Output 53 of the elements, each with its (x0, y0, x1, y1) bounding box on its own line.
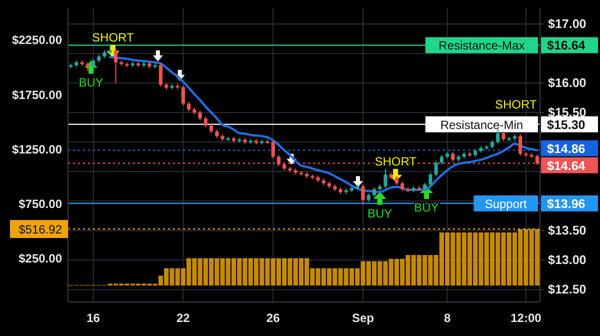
candlestick (394, 175, 399, 186)
candlestick (204, 116, 208, 128)
y-tick-label: $16.00 (548, 76, 586, 90)
candlestick (434, 160, 438, 177)
candlestick (209, 123, 214, 134)
annotation: Resistance-Min (440, 118, 524, 132)
ref-line-label: $516.92 (18, 222, 62, 237)
annotation: BUY (368, 206, 392, 220)
annotation: Support (484, 196, 528, 211)
candlestick (428, 172, 432, 187)
candlestick (181, 84, 185, 106)
annotation: BUY (78, 75, 104, 90)
annotation: BUY (414, 200, 439, 214)
x-tick-label: 22 (176, 311, 190, 325)
x-tick-label: 26 (266, 311, 280, 325)
ref-line-label: $16.64 (547, 38, 586, 53)
candlestick (440, 154, 444, 165)
annotation: Resistance-Max (438, 38, 525, 53)
candlestick (400, 181, 404, 192)
candlestick (158, 62, 163, 88)
candlestick (271, 140, 275, 160)
candlestick (518, 134, 522, 156)
candlestick (91, 58, 96, 69)
x-tick-label: Sep (352, 311, 374, 325)
y-tick-label: $13.00 (548, 253, 586, 268)
candlestick (198, 110, 202, 121)
candlestick (372, 186, 376, 198)
candlestick (187, 101, 191, 112)
candlestick (502, 130, 506, 142)
candlestick (276, 154, 281, 167)
candlestick (384, 168, 388, 189)
annotation: SHORT (92, 30, 135, 44)
candlestick (108, 44, 112, 55)
y-tick-label: $17.00 (548, 16, 586, 31)
x-tick-label: 12:00 (510, 311, 542, 325)
y2-tick-label: $2250.00 (12, 33, 62, 48)
y-tick-label: $13.50 (548, 224, 586, 238)
y2-tick-label: $1750.00 (12, 88, 62, 102)
ref-line-label: $15.30 (547, 118, 586, 132)
x-tick-label: 16 (86, 311, 100, 325)
y-tick-label: $12.50 (548, 282, 586, 297)
ref-line-label: $14.64 (547, 158, 586, 173)
x-tick-label: 8 (444, 311, 451, 325)
candlestick (114, 48, 118, 84)
ref-line-label: $13.96 (547, 196, 586, 211)
y-tick-label: $15.50 (548, 105, 586, 120)
annotation: SHORT (374, 154, 418, 168)
candlestick (361, 184, 365, 206)
annotation: SHORT (494, 98, 538, 112)
y2-tick-label: $1250.00 (12, 142, 62, 156)
y2-tick-label: $750.00 (18, 197, 62, 212)
y2-tick-label: $250.00 (18, 252, 62, 266)
ref-line-label: $14.86 (547, 142, 586, 156)
